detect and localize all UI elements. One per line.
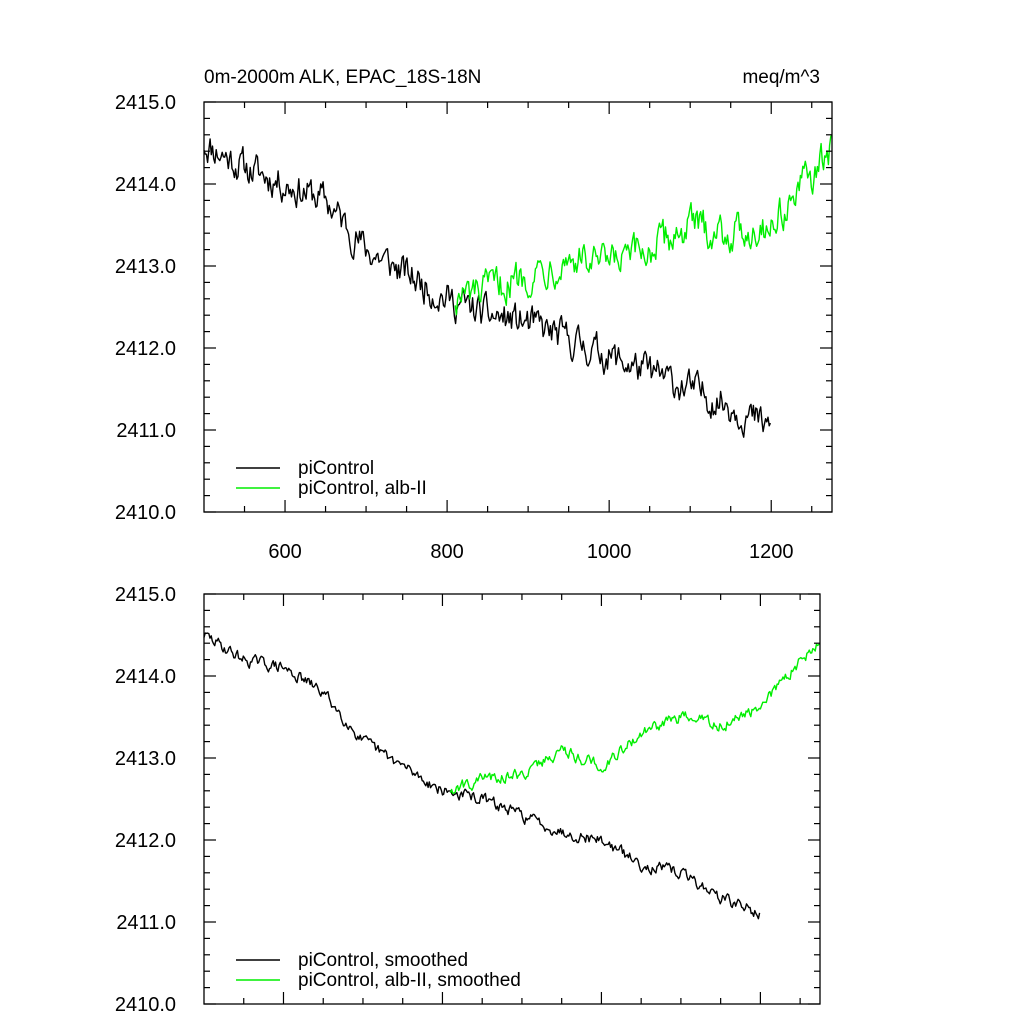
y-tick-label: 2411.0	[116, 420, 176, 442]
plot-frame	[203, 101, 833, 513]
bottom-panel: 2410.0 2411.0 2412.0 2413.0 2414.0 2415.0 piCo…	[115, 584, 821, 1016]
y-tick-label: 2414.0	[115, 666, 176, 688]
y-tick-label: 2415.0	[115, 584, 176, 606]
y-tick-label: 2412.0	[115, 830, 176, 852]
y-tick-label: 2412.0	[115, 338, 176, 360]
x-tick-label: 1200	[749, 541, 794, 563]
y-tick-label: 2413.0	[115, 256, 176, 278]
x-tick-label: 800	[430, 541, 463, 563]
series-line-alb-ii	[454, 134, 833, 316]
legend-entry: piControl, alb-II	[298, 478, 427, 499]
chart-header-right: meq/m^3	[742, 67, 820, 88]
series-line-alb-ii	[449, 642, 821, 795]
x-tick-label: 1000	[587, 541, 632, 563]
legend-entry: piControl, smoothed	[298, 950, 468, 971]
series-line-picontrol	[203, 632, 761, 920]
y-tick-label: 2413.0	[115, 748, 176, 770]
y-tick-label: 2410.0	[115, 502, 176, 524]
y-tick-label: 2410.0	[115, 994, 176, 1016]
top-panel: 2410.0 2411.0 2412.0 2413.0 2414.0 2415.0 600 8…	[115, 92, 833, 563]
series-line-picontrol	[203, 138, 772, 438]
y-tick-label: 2411.0	[116, 912, 176, 934]
y-tick-label: 2414.0	[115, 174, 176, 196]
plot-frame	[203, 593, 821, 1005]
y-tick-label: 2415.0	[115, 92, 176, 114]
legend-entry: piControl, alb-II, smoothed	[298, 970, 521, 991]
legend-entry: piControl	[298, 458, 374, 479]
chart-header-left: 0m-2000m ALK, EPAC_18S-18N	[204, 67, 481, 88]
x-tick-label: 600	[268, 541, 301, 563]
